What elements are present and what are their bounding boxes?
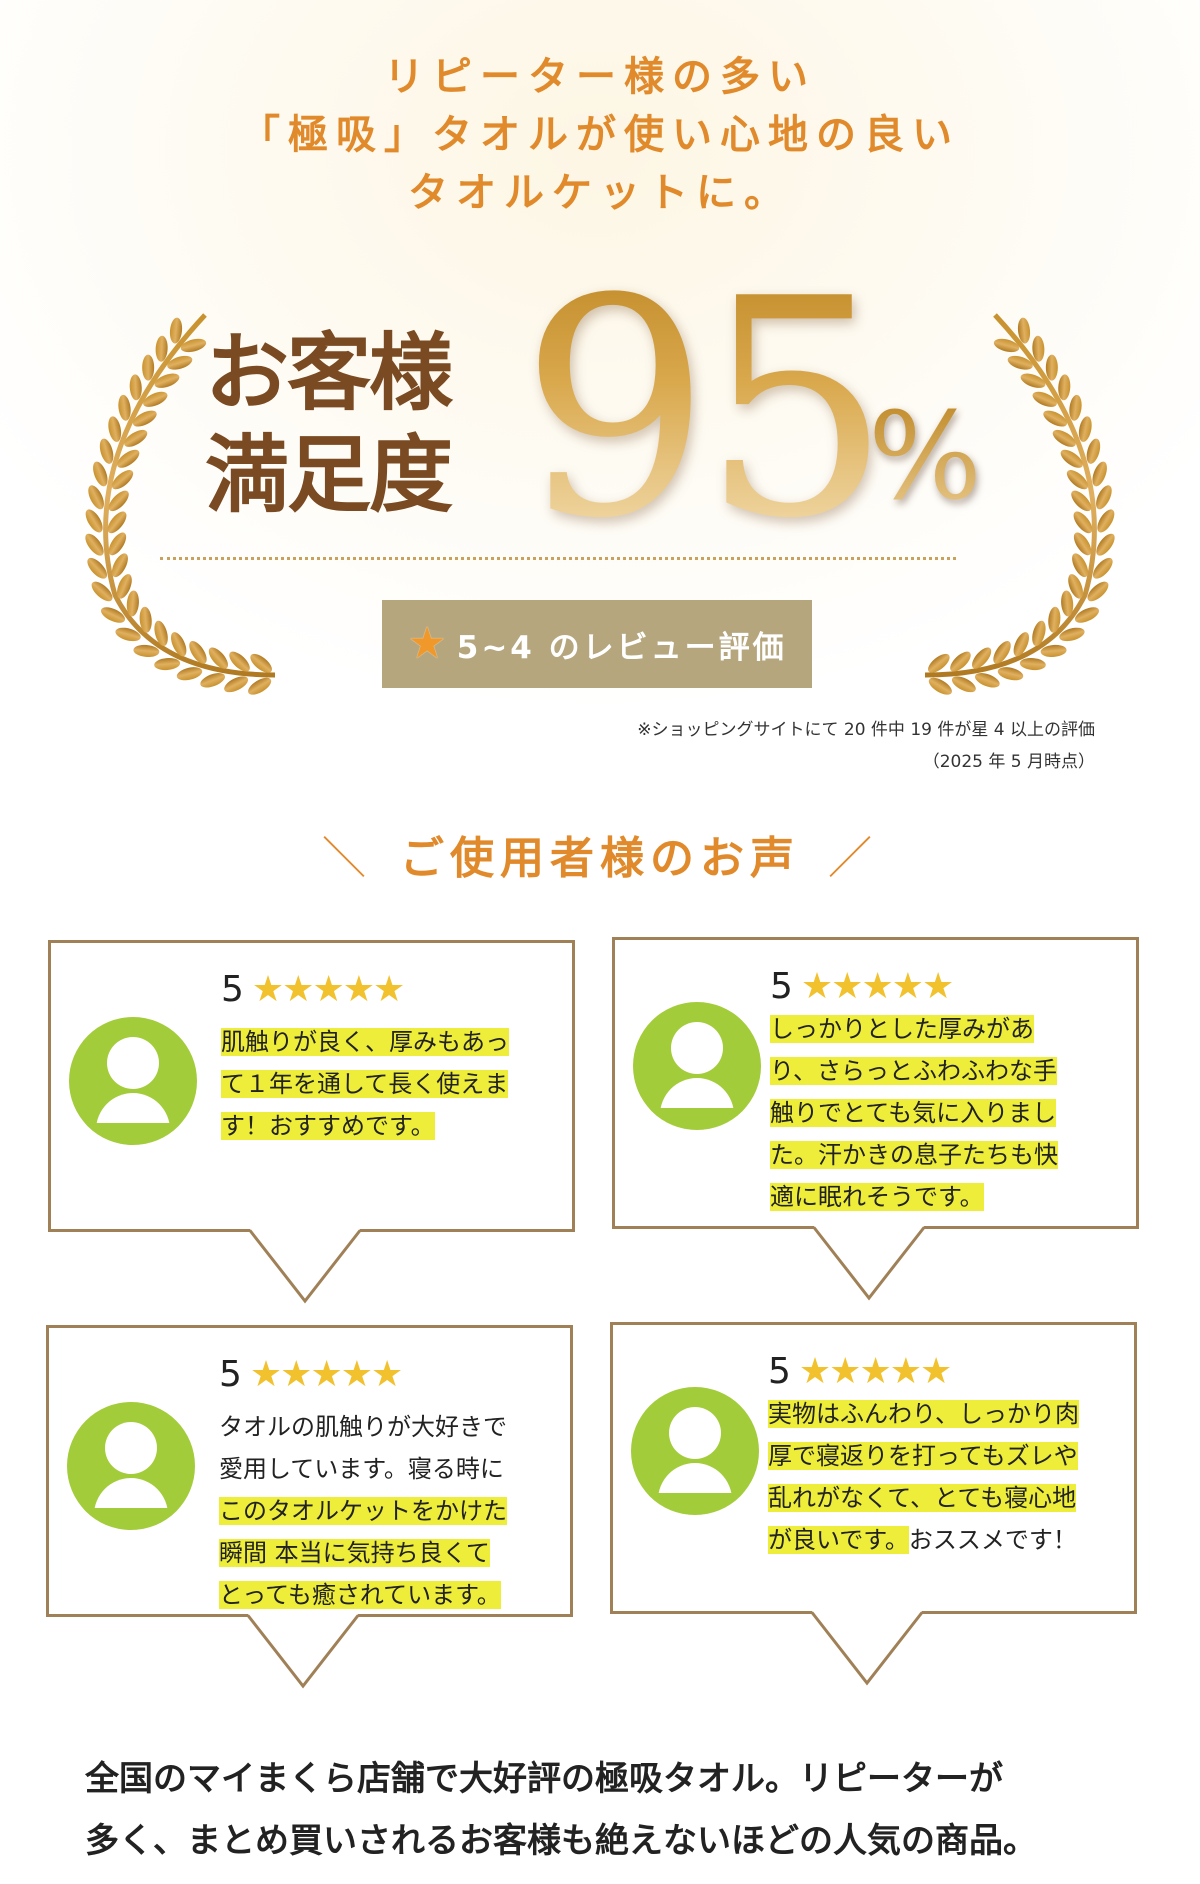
- review-line: 肌触りが良く、厚みもあっ: [221, 1021, 509, 1063]
- laurel-left-icon: [85, 313, 276, 695]
- satisfaction-unit: %: [868, 388, 983, 527]
- review-text-segment: おススメです！: [908, 1526, 1077, 1554]
- headline-line: リピーター様の多い: [384, 54, 816, 100]
- review-text-segment: 愛用しています。寝る時に: [219, 1455, 504, 1483]
- review-line: しっかりとした厚みがあ: [770, 1008, 1058, 1050]
- five-stars-icon: ★★★★★: [798, 1351, 952, 1392]
- five-stars-icon: ★★★★★: [251, 969, 405, 1010]
- rating-number: 5: [219, 1354, 242, 1395]
- review-text: しっかりとした厚みがあ り、さらっとふわふわな手 触りでとても気に入りまし た。汗かき…: [770, 1008, 1058, 1218]
- five-stars-icon: ★★★★★: [249, 1354, 403, 1395]
- review-text-segment: 瞬間 本当に気持ち良くて: [219, 1539, 490, 1567]
- review-text-segment: 実物はふんわり、しっかり肉: [768, 1400, 1080, 1428]
- slash-decoration: ／: [828, 833, 878, 884]
- description-line: 多く、まとめ買いされるお客様も絶えないほどの人気の商品。: [85, 1821, 1037, 1861]
- star-icon: ★: [407, 618, 447, 669]
- review-text-segment: り、さらっとふわふわな手: [770, 1057, 1058, 1085]
- review-line: タオルの肌触りが大好きで: [219, 1406, 507, 1448]
- review-text: タオルの肌触りが大好きで 愛用しています。寝る時に このタオルケットをかけた 瞬間 本…: [219, 1406, 507, 1616]
- speech-bubble-tail: [810, 1611, 924, 1686]
- footnote-line: ※ショッピングサイトにて 20 件中 19 件が星 4 以上の評価: [637, 720, 1095, 740]
- review-line: 実物はふんわり、しっかり肉: [768, 1393, 1080, 1435]
- backslash-decoration: ＼: [322, 833, 372, 884]
- review-text: 肌触りが良く、厚みもあっ て１年を通して長く使えま す！おすすめです。: [221, 1021, 509, 1147]
- user-avatar-icon: [69, 1017, 197, 1145]
- review-rating: 5 ★★★★★: [770, 966, 954, 1007]
- review-line: 乱れがなくて、とても寝心地: [768, 1477, 1079, 1519]
- review-text-segment: が良いです。: [768, 1526, 909, 1554]
- description-line: 全国のマイまくら店舗で大好評の極吸タオル。リピーターが: [85, 1759, 1003, 1799]
- review-text-segment: 乱れがなくて、とても寝心地: [768, 1484, 1077, 1512]
- review-line: 触りでとても気に入りまし: [770, 1092, 1058, 1134]
- rating-number: 5: [770, 966, 793, 1007]
- review-card: 5 ★★★★★ 肌触りが良く、厚みもあっ て１年を通して長く使えま す！おすすめです。: [48, 940, 575, 1232]
- review-card: 5 ★★★★★ しっかりとした厚みがあ り、さらっとふわふわな手 触りでとても気に入りま…: [612, 937, 1139, 1229]
- review-line: て１年を通して長く使えま: [221, 1063, 509, 1105]
- review-text-segment: た。汗かきの息子たちも快: [770, 1141, 1058, 1169]
- review-text-segment: とっても癒されています。: [219, 1581, 501, 1609]
- review-line: 厚で寝返りを打ってもズレや: [768, 1435, 1079, 1477]
- laurel-right-icon: [924, 313, 1115, 695]
- review-line: 愛用しています。寝る時に: [219, 1448, 507, 1490]
- speech-bubble-tail: [246, 1614, 360, 1689]
- review-rating-badge: ★ 5~4 のレビュー評価: [382, 600, 812, 688]
- review-text-segment: 厚で寝返りを打ってもズレや: [768, 1442, 1078, 1470]
- headline-line: 「極吸」タオルが使い心地の良い: [240, 112, 960, 158]
- footnote: ※ショッピングサイトにて 20 件中 19 件が星 4 以上の評価 （2025 …: [395, 714, 1095, 778]
- satisfaction-label-line: 満足度: [205, 426, 453, 524]
- review-text-segment: 肌触りが良く、厚みもあっ: [221, 1028, 509, 1056]
- review-text-segment: このタオルケットをかけた: [219, 1497, 507, 1525]
- speech-bubble-tail: [812, 1226, 926, 1301]
- five-stars-icon: ★★★★★: [800, 966, 954, 1007]
- product-description: 全国のマイまくら店舗で大好評の極吸タオル。リピーターが 多く、まとめ買いされるお…: [85, 1748, 1037, 1872]
- review-rating: 5 ★★★★★: [221, 969, 405, 1010]
- footnote-line: （2025 年 5 月時点）: [922, 752, 1095, 772]
- review-line: す！おすすめです。: [221, 1105, 509, 1147]
- review-card: 5 ★★★★★ タオルの肌触りが大好きで 愛用しています。寝る時に このタオルケットをか…: [46, 1325, 573, 1617]
- review-text-segment: 触りでとても気に入りまし: [770, 1099, 1057, 1127]
- dotted-divider: [160, 557, 956, 560]
- review-text-segment: しっかりとした厚みがあ: [770, 1015, 1034, 1043]
- review-line: このタオルケットをかけた: [219, 1490, 507, 1532]
- review-line: り、さらっとふわふわな手: [770, 1050, 1058, 1092]
- review-line: 瞬間 本当に気持ち良くて: [219, 1532, 507, 1574]
- voices-heading-text: ご使用者様のお声: [400, 833, 800, 884]
- review-rating: 5 ★★★★★: [768, 1351, 952, 1392]
- review-text: 実物はふんわり、しっかり肉 厚で寝返りを打ってもズレや 乱れがなくて、とても寝心地が…: [768, 1393, 1080, 1561]
- review-line: とっても癒されています。: [219, 1574, 507, 1616]
- rating-number: 5: [768, 1351, 791, 1392]
- speech-bubble-tail: [248, 1229, 362, 1304]
- rating-number: 5: [221, 969, 244, 1010]
- user-avatar-icon: [633, 1002, 761, 1130]
- review-line: が良いです。おススメです！: [768, 1519, 1079, 1561]
- review-card: 5 ★★★★★ 実物はふんわり、しっかり肉 厚で寝返りを打ってもズレや 乱れがなくて、と…: [610, 1322, 1137, 1614]
- satisfaction-label: お客様 満足度: [205, 322, 453, 526]
- user-avatar-icon: [631, 1387, 759, 1515]
- voices-heading: ＼ ご使用者様のお声 ／: [0, 822, 1200, 886]
- review-text-segment: す！おすすめです。: [221, 1112, 435, 1140]
- badge-text: 5~4 のレビュー評価: [456, 629, 787, 666]
- headline-line: タオルケットに。: [408, 170, 792, 216]
- user-avatar-icon: [67, 1402, 195, 1530]
- review-text-segment: タオルの肌触りが大好きで: [219, 1413, 507, 1441]
- review-rating: 5 ★★★★★: [219, 1354, 403, 1395]
- satisfaction-label-line: お客様: [205, 324, 453, 422]
- satisfaction-value: 95: [520, 235, 892, 584]
- review-text-segment: 適に眠れそうです。: [770, 1183, 984, 1211]
- review-line: た。汗かきの息子たちも快: [770, 1134, 1058, 1176]
- review-text-segment: て１年を通して長く使えま: [221, 1070, 509, 1098]
- headline: リピーター様の多い 「極吸」タオルが使い心地の良い タオルケットに。: [0, 48, 1200, 222]
- review-line: 適に眠れそうです。: [770, 1176, 1058, 1218]
